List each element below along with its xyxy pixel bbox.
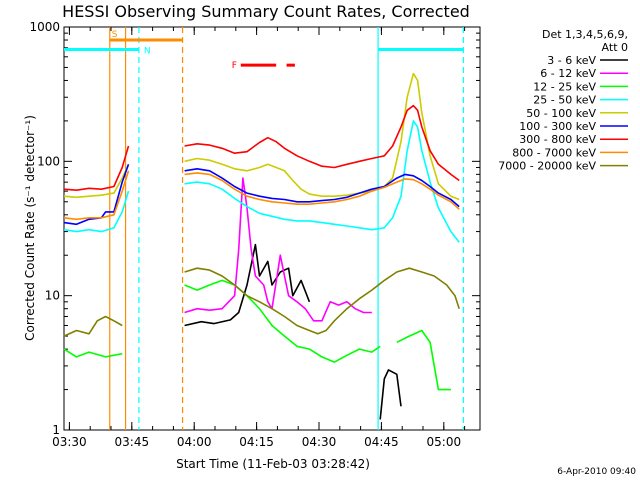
series-line (184, 168, 460, 208)
legend-label: 800 - 7000 keV (512, 146, 596, 159)
y-tick-label: 1000 (29, 20, 60, 34)
legend-header: Det 1,3,4,5,6,9, (542, 28, 628, 41)
y-tick-label: 10 (45, 289, 60, 303)
marker-layer: S N F (64, 27, 464, 430)
legend-label: 12 - 25 keV (533, 80, 596, 93)
series-line (63, 315, 123, 337)
series-line (184, 279, 381, 363)
x-tick-label: 04:30 (302, 435, 337, 449)
x-axis-label: Start Time (11-Feb-03 03:28:42) (176, 457, 370, 471)
marker-label: S (112, 30, 118, 40)
series-line (184, 177, 372, 322)
x-tick-label: 04:00 (177, 435, 212, 449)
series-line (184, 172, 460, 210)
x-tick-label: 05:00 (427, 435, 462, 449)
series-line (184, 267, 460, 335)
series-line (63, 164, 130, 226)
series-line (184, 243, 311, 327)
series-6-12keV (184, 177, 372, 322)
series-50-100keV (63, 72, 460, 201)
legend-label: 3 - 6 keV (547, 54, 596, 67)
y-tick-label: 100 (37, 154, 60, 168)
series-layer (63, 72, 460, 420)
legend-label: 6 - 12 keV (540, 67, 596, 80)
series-line (379, 369, 402, 420)
series-line (184, 72, 460, 201)
y-axis-label: Corrected Count Rate (s⁻¹ detector⁻¹) (23, 115, 37, 341)
axes: 1 10 100 1000 03:30 03:45 04:00 04:15 04:30 04:45… (29, 20, 481, 449)
series-line (63, 145, 130, 191)
x-tick-label: 03:45 (115, 435, 150, 449)
series-12-25keV (63, 279, 451, 391)
chart-title: HESSI Observing Summary Count Rates, Cor… (62, 2, 470, 21)
datestamp: 6-Apr-2010 09:40 (557, 467, 636, 477)
series-25-50keV (63, 120, 460, 243)
x-tick-label: 03:30 (52, 435, 87, 449)
series-100-300keV (63, 164, 460, 226)
series-7000-20000keV (63, 267, 460, 337)
series-line (396, 329, 451, 391)
legend-label: 50 - 100 keV (526, 107, 596, 120)
plot-frame (63, 26, 481, 431)
series-line (63, 170, 130, 221)
marker-label: F (232, 61, 237, 71)
series-line (63, 190, 130, 233)
legend-label: 7000 - 20000 keV (498, 160, 596, 173)
series-line (184, 120, 460, 243)
x-tick-label: 04:15 (239, 435, 274, 449)
marker-label: N (144, 46, 151, 56)
legend-label: 100 - 300 keV (519, 120, 596, 133)
legend-header: Att 0 (602, 41, 628, 54)
series-3-6keV (184, 243, 402, 420)
x-tick-label: 04:45 (364, 435, 399, 449)
legend-label: 25 - 50 keV (533, 94, 596, 107)
series-line (63, 163, 130, 199)
y-tick-label: 1 (52, 423, 60, 437)
series-300-800keV (63, 104, 460, 191)
series-line (63, 348, 123, 358)
series-line (184, 104, 460, 182)
series-800-7000keV (63, 170, 460, 221)
legend-label: 300 - 800 keV (519, 133, 596, 146)
